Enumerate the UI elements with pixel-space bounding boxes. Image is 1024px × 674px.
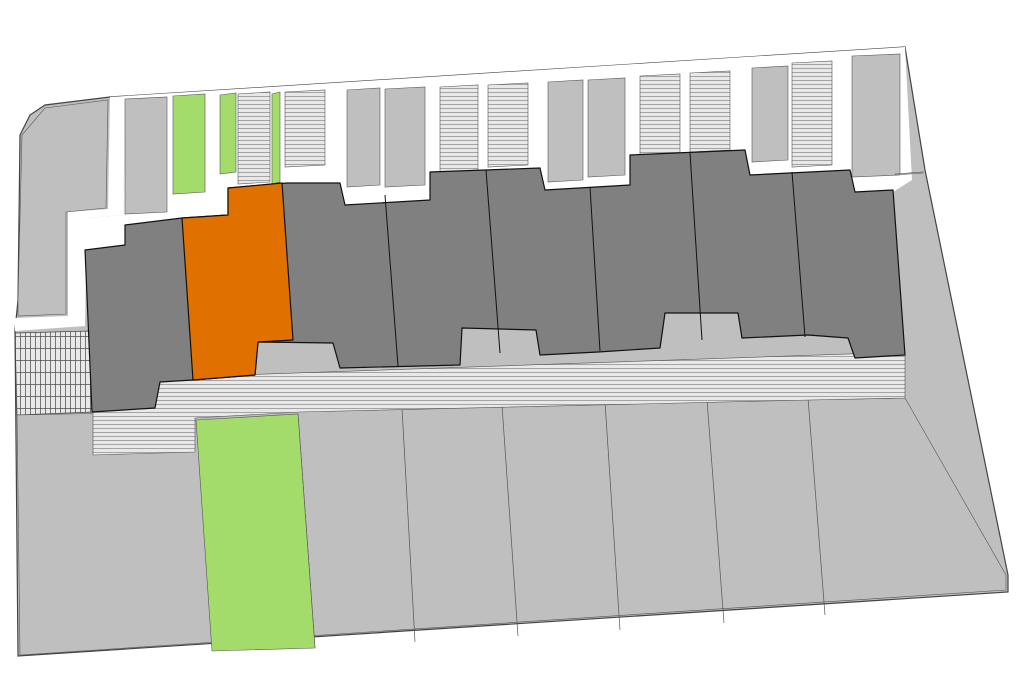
paved-path — [237, 91, 271, 185]
unit-party-wall — [689, 152, 703, 341]
front-lot — [124, 96, 168, 215]
unit-party-wall — [485, 169, 501, 354]
plot-divider — [604, 401, 621, 631]
paved-path — [439, 84, 479, 173]
unit-party-wall — [589, 186, 601, 352]
paved-terrace — [92, 351, 906, 456]
footpath-left — [15, 96, 126, 331]
highlighted-unit[interactable] — [181, 182, 294, 381]
terrace-building — [84, 149, 906, 413]
paved-path — [791, 60, 833, 168]
paved-path — [689, 70, 731, 153]
garden-strip-lower — [195, 413, 316, 652]
garden-strip — [271, 91, 281, 185]
plot-divider — [501, 404, 519, 637]
front-lot — [17, 99, 109, 317]
paved-path — [487, 82, 529, 168]
front-lot — [587, 77, 626, 178]
paved-path — [639, 73, 681, 158]
plot-divider — [401, 407, 416, 643]
front-lot — [751, 65, 789, 163]
plot-divider — [807, 397, 826, 616]
front-lot — [851, 53, 901, 178]
unit-party-wall — [791, 171, 806, 338]
front-lot — [547, 79, 584, 183]
paved-path — [284, 89, 326, 168]
garden-strip — [219, 92, 237, 175]
front-lot — [346, 87, 381, 188]
front-lot — [894, 171, 924, 176]
paving-grid — [14, 330, 94, 416]
unit-party-wall — [384, 194, 399, 367]
garden-strip — [172, 93, 206, 195]
plot-divider — [706, 399, 725, 624]
front-lot — [384, 86, 426, 188]
